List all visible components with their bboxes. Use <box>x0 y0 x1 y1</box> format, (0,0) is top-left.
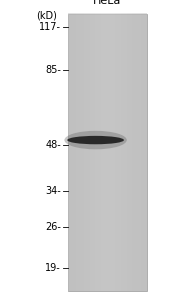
Text: 48-: 48- <box>45 140 61 151</box>
Text: 34-: 34- <box>45 186 61 196</box>
Text: 26-: 26- <box>45 222 61 232</box>
Text: 117-: 117- <box>39 22 61 32</box>
Text: 19-: 19- <box>45 263 61 273</box>
Text: HeLa: HeLa <box>93 0 122 6</box>
Text: (kD): (kD) <box>36 11 57 20</box>
Ellipse shape <box>64 131 127 149</box>
Bar <box>68 14 147 291</box>
Text: 85-: 85- <box>45 65 61 75</box>
Ellipse shape <box>67 136 124 144</box>
